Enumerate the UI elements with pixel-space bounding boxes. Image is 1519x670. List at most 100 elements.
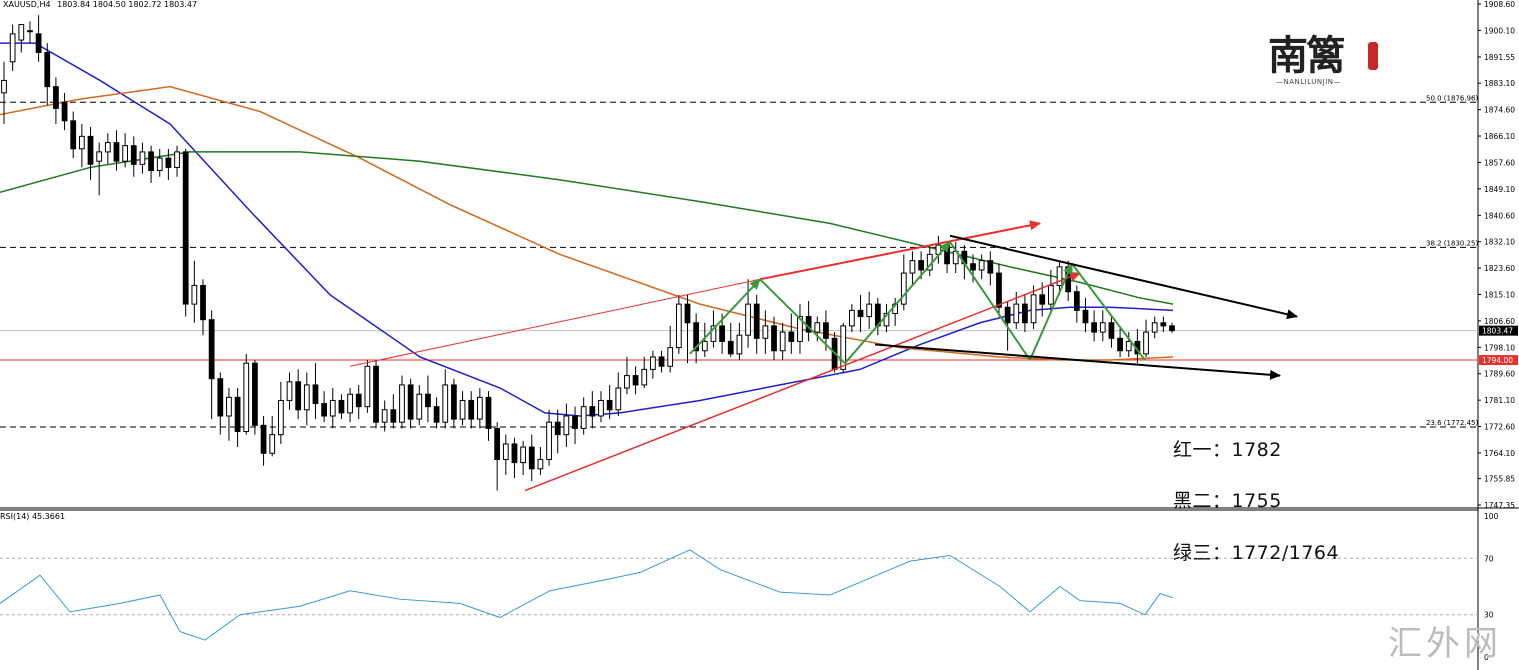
candle [87, 127, 94, 180]
candle-body [1143, 331, 1149, 355]
candle-body [1108, 322, 1115, 339]
candle-body [1073, 291, 1080, 311]
candle-body [563, 415, 570, 436]
trend-line-red [759, 220, 1041, 281]
candle [675, 294, 682, 354]
candle [252, 360, 258, 435]
candle [701, 322, 708, 357]
candle-body [693, 322, 700, 352]
candle-body [191, 284, 198, 305]
candle-body [44, 51, 51, 88]
candle [468, 391, 475, 429]
candle-body [554, 421, 561, 436]
fib-level-label: 38.2 (1830.25) [1426, 239, 1478, 247]
price-axis-label: 1883.10 [1484, 79, 1515, 88]
candle-body [494, 427, 501, 460]
candle [727, 322, 734, 357]
candle-body [701, 340, 708, 352]
candle-body [598, 399, 604, 417]
candle [1030, 285, 1037, 329]
candle-body [399, 384, 405, 423]
candle [260, 415, 267, 466]
candle-body [96, 151, 103, 162]
candle [693, 313, 700, 364]
candle-body [684, 303, 691, 324]
candle [217, 372, 224, 435]
candle [797, 304, 803, 354]
candle [329, 388, 336, 429]
rsi-axis-label: 70 [1484, 554, 1494, 563]
candle-body [745, 303, 751, 336]
candle [632, 366, 639, 395]
candle-body [546, 421, 552, 460]
logo-subtitle: —NANLILUNJIN— [1276, 78, 1342, 86]
candle-body [243, 362, 250, 433]
candle [935, 235, 942, 264]
candle [303, 372, 310, 426]
current-price-tag: 1803.47 [1482, 327, 1513, 336]
candle [425, 375, 431, 423]
candle [234, 388, 241, 448]
red-line-price-tag: 1794.00 [1482, 356, 1513, 365]
candle-body [857, 309, 864, 318]
candle-body [130, 145, 137, 165]
candle-body [329, 399, 336, 417]
candle-body [381, 409, 388, 423]
candle-body [433, 406, 440, 423]
candle-body [866, 303, 873, 318]
annotation-red-one: 红一：1782 [1173, 439, 1282, 461]
candle-body [476, 396, 483, 420]
candle-body [104, 142, 111, 153]
candle [606, 384, 613, 420]
trend-line-black [949, 234, 1298, 320]
candle [269, 415, 276, 457]
candle-body [1125, 340, 1132, 352]
candle [883, 304, 890, 333]
candle-body [658, 356, 665, 367]
candle [987, 251, 994, 286]
candle [9, 24, 16, 72]
candle-body [779, 331, 786, 352]
candle-body [364, 365, 371, 408]
candle [61, 92, 68, 131]
candle-body [823, 322, 829, 339]
candle [18, 24, 25, 53]
candle-body [425, 393, 431, 408]
trend-line-black [874, 343, 1281, 380]
candle-body [174, 151, 180, 168]
candle [295, 369, 302, 420]
candle-body [1056, 266, 1063, 286]
candle-body [61, 101, 68, 122]
candle [805, 301, 812, 342]
candle [762, 310, 769, 354]
candle-body [35, 33, 42, 53]
candle [200, 279, 206, 336]
candle-body [727, 340, 734, 355]
candle-body [502, 443, 509, 460]
price-axis-label: 1789.60 [1484, 370, 1515, 379]
candle [528, 434, 535, 482]
candle [1082, 297, 1089, 333]
candle [1117, 325, 1123, 357]
candle [312, 363, 319, 420]
candle [156, 148, 163, 177]
candle [900, 254, 907, 311]
price-axis-label: 1798.10 [1484, 343, 1515, 352]
candle [1169, 322, 1175, 333]
candle [615, 372, 622, 416]
candle-body [580, 406, 587, 429]
candle [589, 391, 596, 429]
candle [243, 353, 250, 435]
fib-level-label: 50.0 (1876.96) [1426, 94, 1478, 102]
candle-body [295, 381, 302, 411]
candle [537, 447, 544, 476]
rsi-axis-label: 0 [1484, 653, 1489, 662]
candle-body [753, 303, 760, 339]
candle-body [451, 384, 457, 420]
candle-body [156, 157, 163, 172]
candle-body [1151, 322, 1158, 333]
price-axis-label: 1772.60 [1484, 423, 1515, 432]
candle-body [840, 325, 847, 370]
candle [416, 384, 423, 426]
